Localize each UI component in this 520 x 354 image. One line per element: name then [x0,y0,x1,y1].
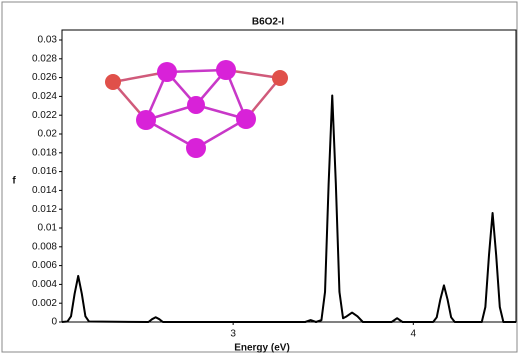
y-tick-label: 0.022 [32,110,57,121]
x-axis-label: Energy (eV) [234,343,290,354]
y-tick-label: 0.028 [32,53,57,64]
y-tick-label: 0.02 [38,129,58,140]
y-tick-label: 0.012 [32,204,57,215]
y-tick-label: 0.01 [38,223,58,234]
page: B6O2-I Energy (eV) f 00.0020.0040.0060.0… [0,0,520,354]
y-tick-label: 0.024 [32,91,57,102]
y-tick-label: 0.008 [32,241,57,252]
y-tick-label: 0.018 [32,147,57,158]
x-tick-label: 4 [411,329,417,340]
y-tick-label: 0.006 [32,260,57,271]
y-tick-label: 0.03 [38,35,58,46]
y-tick-label: 0.002 [32,298,57,309]
y-tick-label: 0 [51,317,57,328]
y-tick-label: 0.026 [32,72,57,83]
chart-title: B6O2-I [252,17,284,28]
y-tick-label: 0.016 [32,166,57,177]
y-tick-label: 0.014 [32,185,57,196]
chart: B6O2-I Energy (eV) f 00.0020.0040.0060.0… [0,0,520,354]
y-tick-label: 0.004 [32,279,57,290]
x-tick-label: 3 [230,329,236,340]
